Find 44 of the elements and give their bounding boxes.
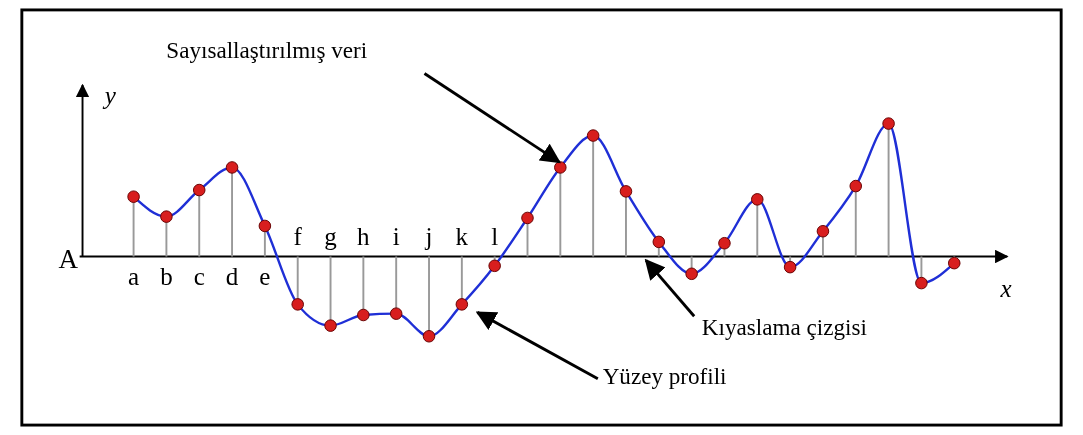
point: [225, 161, 239, 174]
point: [947, 256, 961, 270]
point: [718, 236, 731, 250]
x-tick-label: d: [225, 263, 239, 291]
point: [586, 129, 600, 142]
point: [357, 308, 370, 322]
x-tick-label: e: [259, 263, 271, 291]
x-tick-label: l: [491, 222, 499, 250]
point: [422, 330, 436, 343]
point: [751, 193, 764, 206]
point: [849, 179, 863, 193]
x-tick-label: b: [160, 263, 173, 291]
text: Sayısallaştırılmış veri: [166, 37, 368, 64]
point: [258, 219, 272, 233]
y-axis-title: y: [101, 82, 117, 110]
point: [389, 307, 403, 320]
x-tick-label: a: [128, 263, 140, 291]
x-tick-label: f: [293, 222, 303, 250]
point: [160, 210, 173, 223]
point: [192, 183, 206, 197]
x-tick-label: k: [455, 222, 469, 250]
point: [882, 117, 895, 130]
x-tick-label: c: [193, 263, 205, 291]
point: [816, 225, 830, 238]
point: [685, 267, 698, 281]
point: [488, 259, 501, 273]
x-axis-title: x: [999, 274, 1012, 302]
point: [127, 190, 140, 203]
point: [455, 298, 469, 311]
x-tick-label: j: [424, 222, 433, 250]
text: Yüzey profili: [602, 362, 727, 389]
point: [554, 161, 567, 174]
point: [324, 319, 337, 332]
x-tick-label: h: [357, 222, 371, 250]
point: [783, 260, 797, 274]
point: [652, 235, 666, 249]
point: [291, 298, 304, 311]
x-tick-label: i: [392, 222, 400, 250]
point: [619, 185, 633, 198]
annotation: Kıyaslama çizgisi: [701, 314, 867, 341]
point: [521, 211, 534, 225]
x-tick-label: g: [324, 222, 338, 250]
text: A: [58, 244, 79, 275]
point: [915, 276, 928, 290]
